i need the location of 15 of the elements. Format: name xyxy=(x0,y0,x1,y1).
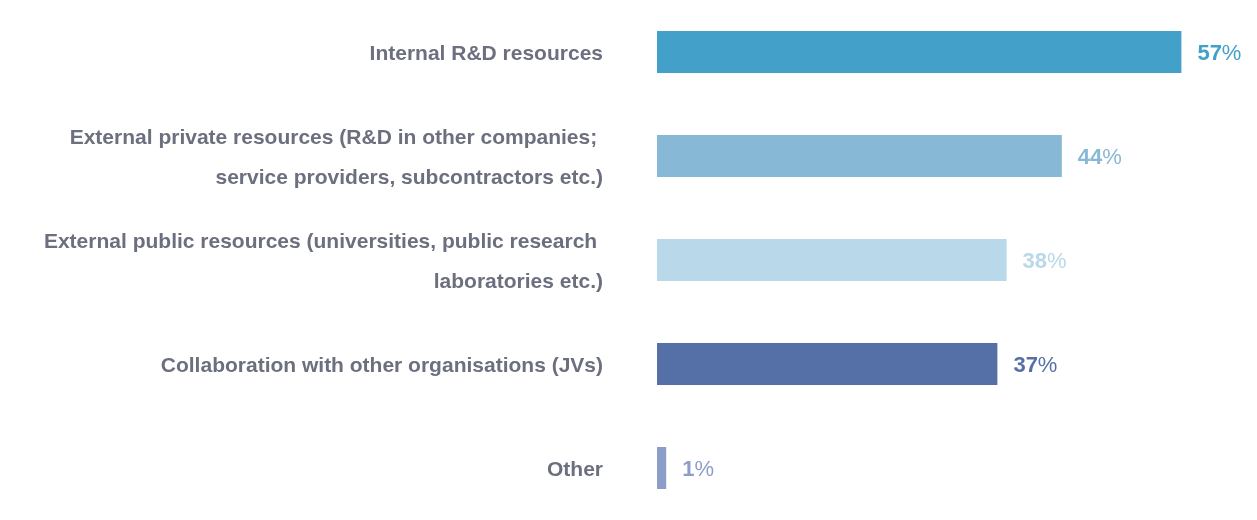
bar xyxy=(657,447,667,489)
data-label: 1% xyxy=(682,455,714,481)
data-label: 37% xyxy=(1013,351,1058,377)
y-tick-label: Other xyxy=(546,456,603,480)
bar xyxy=(657,343,998,385)
y-tick-label: Collaboration with other organisations (JVs) xyxy=(160,352,603,376)
data-label: 57% xyxy=(1197,39,1242,65)
bar xyxy=(657,239,1007,281)
data-label: 44% xyxy=(1077,143,1122,169)
bar xyxy=(657,135,1062,177)
y-tick-label: External private resources (R&D in other companies; service providers, subcontractors etc.) xyxy=(69,124,603,188)
y-tick-label: Internal R&D resources xyxy=(369,40,603,64)
y-tick-label: External public resources (universities, public research laboratories etc.) xyxy=(43,228,603,292)
data-label: 38% xyxy=(1022,247,1067,273)
bar xyxy=(657,31,1182,73)
